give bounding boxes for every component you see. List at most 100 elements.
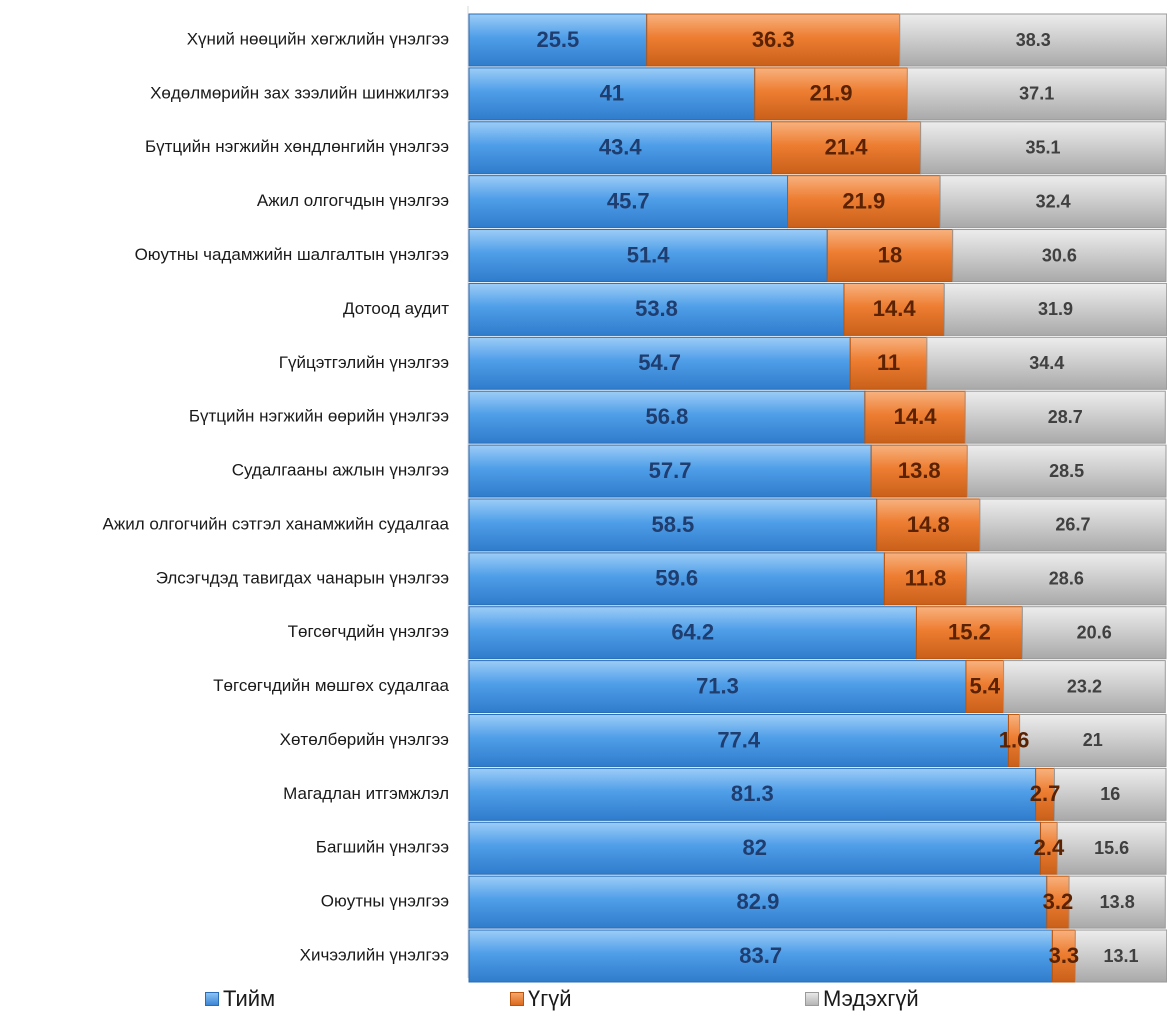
data-label-series-1: 5.4 bbox=[969, 673, 1000, 698]
data-label-series-1: 14.4 bbox=[894, 404, 938, 429]
bar-segment-series-2 bbox=[966, 444, 1167, 498]
bar-segment-series-2 bbox=[926, 336, 1167, 390]
category-label: Бүтцийн нэгжийн хөндлөнгийн үнэлгээ bbox=[145, 137, 449, 156]
data-label-series-0: 77.4 bbox=[717, 727, 761, 752]
bar-segment-series-2 bbox=[1053, 767, 1167, 821]
data-label-series-0: 81.3 bbox=[731, 781, 774, 806]
data-label-series-2: 28.5 bbox=[1049, 461, 1084, 481]
data-label-series-2: 26.7 bbox=[1055, 515, 1090, 535]
bar-segment-series-1 bbox=[646, 13, 901, 67]
data-label-series-2: 32.4 bbox=[1036, 191, 1071, 211]
legend-label: Мэдэхгүй bbox=[823, 986, 919, 1011]
data-label-series-2: 34.4 bbox=[1029, 353, 1064, 373]
data-label-series-1: 18 bbox=[878, 242, 902, 267]
value-labels: 25.5 36.3 38.3 41 21.9 37.1 43.4 21.4 35.1 45.7 21… bbox=[536, 27, 1138, 968]
bar-segment-series-0 bbox=[468, 13, 648, 67]
legend-label: Үгүй bbox=[528, 986, 572, 1011]
bar-segment-series-0 bbox=[468, 498, 878, 552]
category-label: Судалгааны ажлын үнэлгээ bbox=[232, 461, 449, 480]
data-label-series-0: 82.9 bbox=[736, 889, 779, 914]
data-label-series-2: 13.1 bbox=[1104, 946, 1139, 966]
bar-segment-series-1 bbox=[876, 498, 981, 552]
bar-segment-series-0 bbox=[468, 229, 828, 283]
bar-segment-series-2 bbox=[979, 498, 1167, 552]
bar-segment-series-2 bbox=[899, 13, 1167, 67]
bar-segment-series-1 bbox=[826, 229, 954, 283]
category-label: Ажил олгогчдын үнэлгээ bbox=[257, 191, 449, 210]
data-label-series-1: 1.6 bbox=[999, 727, 1030, 752]
category-label: Элсэгчдэд тавигдах чанарын үнэлгээ bbox=[156, 568, 449, 587]
data-label-series-0: 25.5 bbox=[536, 27, 579, 52]
bar-segment-series-2 bbox=[964, 390, 1166, 444]
category-label: Магадлан итгэмжлэл bbox=[283, 784, 449, 803]
legend-item-series-0: Тийм bbox=[205, 986, 275, 1012]
bar-segment-series-1 bbox=[787, 175, 941, 229]
category-label: Хичээлийн үнэлгээ bbox=[300, 945, 449, 964]
data-label-series-0: 56.8 bbox=[646, 404, 689, 429]
data-label-series-0: 57.7 bbox=[649, 458, 692, 483]
legend-swatch-icon bbox=[805, 992, 819, 1006]
data-label-series-1: 3.3 bbox=[1049, 943, 1080, 968]
bar-segment-series-0 bbox=[468, 336, 851, 390]
category-label: Багшийн үнэлгээ bbox=[316, 838, 449, 857]
data-label-series-1: 21.4 bbox=[825, 135, 869, 160]
bar-segment-series-1 bbox=[915, 606, 1023, 660]
bar-segment-series-2 bbox=[1068, 875, 1166, 929]
data-label-series-0: 59.6 bbox=[655, 566, 698, 591]
data-label-series-0: 51.4 bbox=[627, 242, 671, 267]
category-label: Ажил олгогчийн сэтгэл ханамжийн судалгаа bbox=[103, 514, 450, 533]
data-label-series-1: 11 bbox=[877, 350, 900, 375]
data-label-series-2: 35.1 bbox=[1025, 138, 1060, 158]
bar-segment-series-1 bbox=[883, 552, 968, 606]
data-label-series-1: 15.2 bbox=[948, 620, 991, 645]
bar-segment-series-0 bbox=[468, 767, 1037, 821]
bar-segment-series-1 bbox=[965, 660, 1005, 714]
data-label-series-1: 36.3 bbox=[752, 27, 795, 52]
legend-swatch-icon bbox=[510, 992, 524, 1006]
legend: Тийм Үгүй Мэдэхгүй bbox=[0, 986, 1167, 1016]
data-label-series-2: 38.3 bbox=[1016, 30, 1051, 50]
data-label-series-2: 28.7 bbox=[1048, 407, 1083, 427]
category-label: Төгсөгчдийн үнэлгээ bbox=[288, 622, 449, 641]
data-label-series-2: 20.6 bbox=[1077, 622, 1112, 642]
category-label: Хүний нөөцийн хөгжлийн үнэлгээ bbox=[187, 29, 449, 48]
bar-segment-series-0 bbox=[468, 444, 872, 498]
bar-segment-series-0 bbox=[468, 713, 1009, 767]
data-label-series-2: 16 bbox=[1100, 784, 1120, 804]
category-label: Дотоод аудит bbox=[343, 299, 449, 318]
bar-segment-series-1 bbox=[849, 336, 928, 390]
bar-segment-series-1 bbox=[870, 444, 968, 498]
data-label-series-1: 14.8 bbox=[907, 512, 950, 537]
category-label: Бүтцийн нэгжийн өөрийн үнэлгээ bbox=[189, 407, 449, 426]
data-label-series-1: 14.4 bbox=[873, 296, 917, 321]
data-label-series-2: 37.1 bbox=[1019, 84, 1054, 104]
bar-segment-series-2 bbox=[1056, 821, 1167, 875]
data-label-series-0: 71.3 bbox=[696, 673, 739, 698]
data-label-series-0: 53.8 bbox=[635, 296, 678, 321]
bar-segment-series-2 bbox=[952, 229, 1167, 283]
legend-item-series-1: Үгүй bbox=[510, 986, 572, 1012]
bar-segment-series-2 bbox=[943, 282, 1167, 336]
data-label-series-1: 3.2 bbox=[1043, 889, 1074, 914]
bar-segment-series-2 bbox=[920, 121, 1166, 175]
category-label: Хөтөлбөрийн үнэлгээ bbox=[280, 730, 449, 749]
bar-segment-series-0 bbox=[468, 875, 1048, 929]
bar-segment-series-0 bbox=[468, 821, 1042, 875]
data-label-series-2: 23.2 bbox=[1067, 676, 1102, 696]
bar-segment-series-2 bbox=[939, 175, 1167, 229]
bar-segment-series-0 bbox=[468, 282, 845, 336]
bar-segment-series-0 bbox=[468, 929, 1053, 983]
bar-segment-series-0 bbox=[468, 552, 885, 606]
data-label-series-1: 2.7 bbox=[1030, 781, 1061, 806]
data-label-series-0: 43.4 bbox=[599, 135, 643, 160]
data-label-series-0: 58.5 bbox=[651, 512, 694, 537]
data-label-series-1: 13.8 bbox=[898, 458, 941, 483]
category-label: Хөдөлмөрийн зах зээлийн шинжилгээ bbox=[150, 83, 449, 102]
category-label: Оюутны үнэлгээ bbox=[321, 892, 449, 911]
legend-item-series-2: Мэдэхгүй bbox=[805, 986, 919, 1012]
data-label-series-0: 83.7 bbox=[739, 943, 782, 968]
data-label-series-0: 82 bbox=[743, 835, 767, 860]
bar-segment-series-1 bbox=[770, 121, 922, 175]
category-label: Төгсөгчдийн мөшгөх судалгаа bbox=[213, 676, 449, 695]
